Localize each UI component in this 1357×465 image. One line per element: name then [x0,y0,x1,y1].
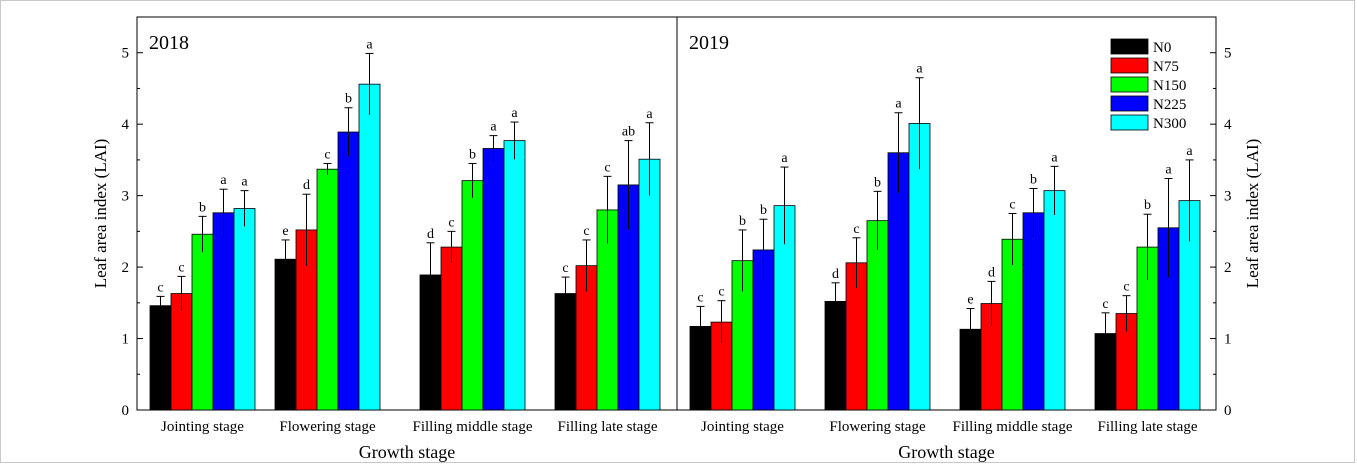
x-tick-label: Flowering stage [279,419,376,435]
significance-letter: c [853,222,859,237]
x-axis-title: Growth stage [898,442,994,462]
significance-letter: c [178,260,184,275]
significance-letter: a [490,120,497,135]
significance-letter: c [583,224,589,239]
x-tick-label: Filling late stage [558,419,658,435]
legend-label: N75 [1153,59,1179,75]
legend-swatch [1110,38,1149,55]
significance-letter: a [1186,144,1193,159]
legend-label: N300 [1153,116,1186,132]
significance-letter: c [697,290,703,305]
significance-letter: b [469,147,476,162]
bar [212,212,235,411]
significance-letter: b [345,92,352,107]
legend-swatch [1110,114,1149,131]
significance-letter: a [1051,150,1058,165]
significance-letter: a [916,62,923,77]
significance-letter: b [874,175,881,190]
significance-letter: a [241,175,248,190]
bar [440,246,463,411]
significance-letter: ab [622,125,635,140]
x-tick-label: Jointing stage [701,419,784,435]
y-axis-title-right: Leaf area index (LAI) [1243,139,1262,289]
significance-letter: d [832,267,839,282]
significance-letter: a [220,173,227,188]
significance-letter: d [427,227,434,242]
significance-letter: b [1144,198,1151,213]
bar [358,83,381,411]
significance-letter: d [988,265,995,280]
significance-letter: b [1030,172,1037,187]
bar [461,180,484,411]
y-tick-label-left: 1 [122,332,130,348]
y-tick-label-right: 3 [1224,189,1232,205]
x-tick-label: Jointing stage [161,419,244,435]
significance-letter: c [1009,198,1015,213]
x-axis-title: Growth stage [359,442,455,462]
significance-letter: e [282,224,288,239]
bar [482,148,505,411]
significance-letter: a [781,151,788,166]
significance-letter: b [199,200,206,215]
legend-label: N0 [1153,40,1171,56]
y-tick-label-right: 1 [1224,332,1232,348]
bar [503,140,526,411]
significance-letter: c [1102,297,1108,312]
significance-letter: c [718,285,724,300]
legend-swatch [1110,95,1149,112]
bar [233,208,256,411]
significance-letter: c [604,160,610,175]
panel-title: 2018 [149,32,189,54]
significance-letter: c [1123,280,1129,295]
significance-letter: c [324,147,330,162]
y-tick-label-right: 2 [1224,260,1232,276]
y-tick-label-left: 0 [122,403,130,419]
x-tick-label: Flowering stage [829,419,926,435]
y-tick-label-left: 3 [122,189,130,205]
bar [1043,190,1066,411]
x-tick-label: Filling middle stage [413,419,533,435]
significance-letter: a [366,37,373,52]
y-tick-label-right: 5 [1224,46,1232,62]
y-tick-label-right: 0 [1224,403,1232,419]
y-tick-label-right: 4 [1224,117,1232,133]
bar [316,168,339,411]
y-axis-title-left: Leaf area index (LAI) [91,139,110,289]
legend-swatch [1110,76,1149,93]
significance-letter: d [303,178,310,193]
significance-letter: c [157,280,163,295]
panel-title: 2019 [689,32,729,54]
x-tick-label: Filling late stage [1098,419,1198,435]
legend-label: N225 [1153,97,1186,113]
bar [170,293,193,411]
legend-swatch [1110,57,1149,74]
significance-letter: a [1165,162,1172,177]
y-tick-label-left: 5 [122,46,130,62]
significance-letter: c [448,215,454,230]
significance-letter: a [511,106,518,121]
x-tick-label: Filling middle stage [953,419,1073,435]
bar [638,158,661,411]
bar [149,305,172,411]
significance-letter: c [562,261,568,276]
y-tick-label-left: 4 [122,117,130,133]
bar [1022,212,1045,411]
significance-letter: b [739,214,746,229]
significance-letter: b [760,203,767,218]
legend-label: N150 [1153,78,1186,94]
bar [554,293,577,411]
bar [337,131,360,411]
y-tick-label-left: 2 [122,260,130,276]
significance-letter: e [967,293,973,308]
bar [274,258,297,411]
significance-letter: a [646,107,653,122]
bar [191,233,214,411]
significance-letter: a [895,97,902,112]
